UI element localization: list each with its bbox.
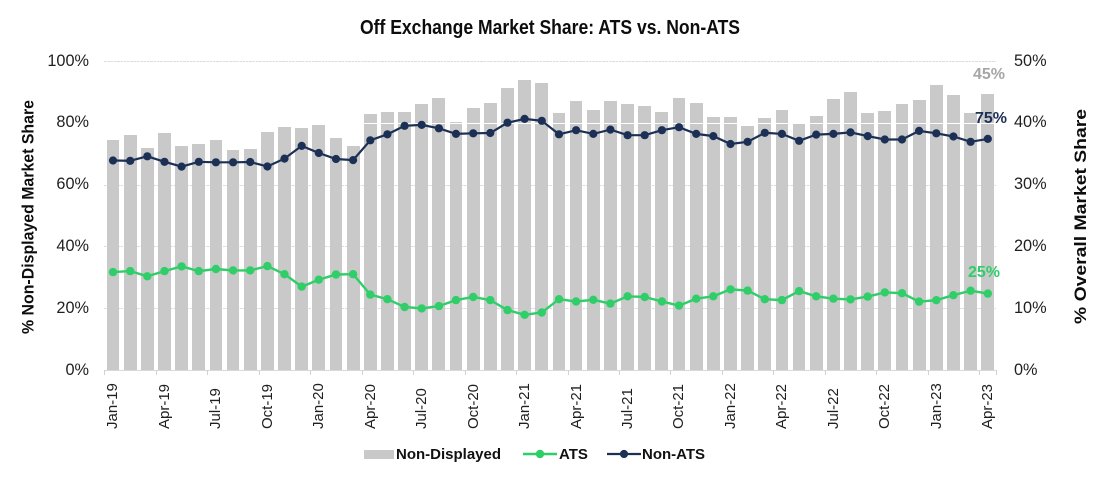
svg-text:% Overall Market Share: % Overall Market Share (1071, 109, 1090, 324)
svg-text:Off Exchange Market Share: ATS: Off Exchange Market Share: ATS vs. Non-A… (360, 16, 740, 39)
svg-text:% Non-Displayed Market Share: % Non-Displayed Market Share (19, 100, 38, 334)
